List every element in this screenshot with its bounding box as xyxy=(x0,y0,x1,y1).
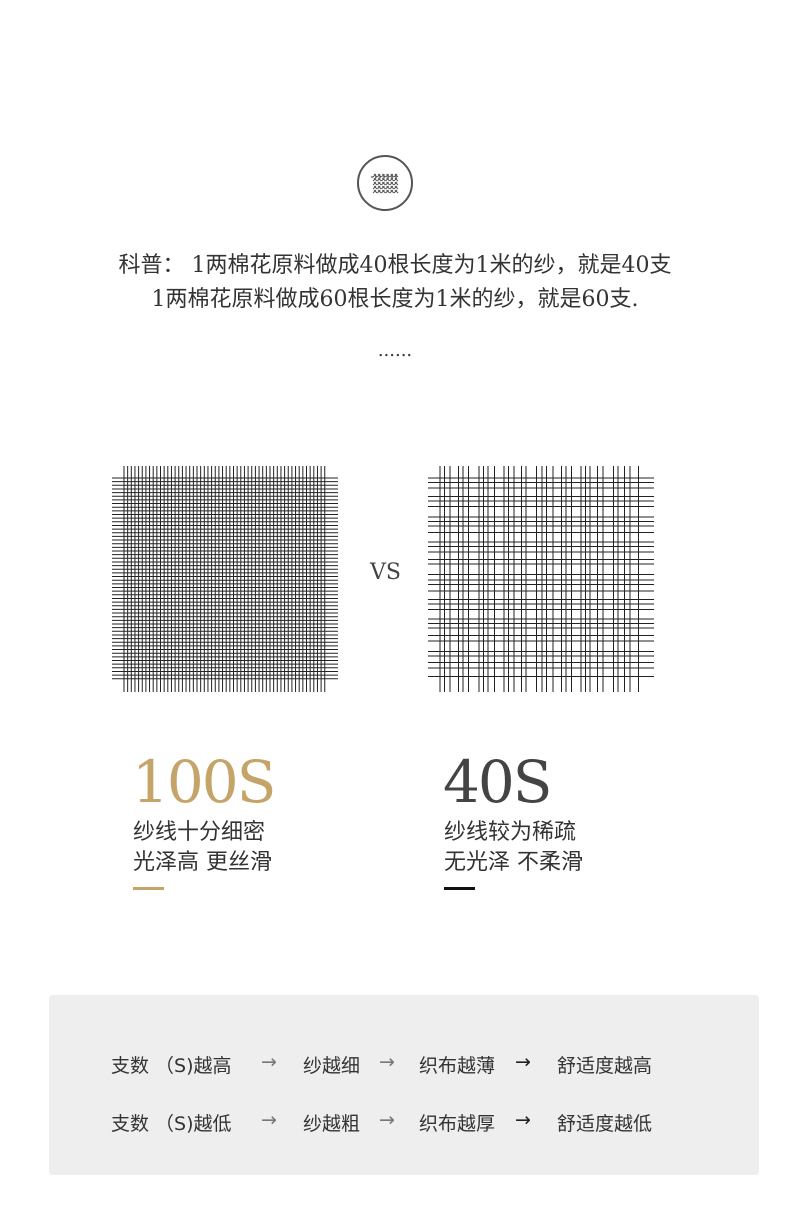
comfort-low: 舒适度越低 xyxy=(557,1113,653,1135)
desc-40s-line1: 纱线较为稀疏 xyxy=(444,820,577,845)
fine-weave-grid xyxy=(112,466,338,692)
intro-line-2: 1两棉花原料做成60根长度为1米的纱，就是60支. xyxy=(151,287,639,312)
count-high: 支数 （S)越高 xyxy=(111,1055,232,1077)
arrow-icon: → xyxy=(515,1051,531,1073)
desc-100s-line1: 纱线十分细密 xyxy=(133,820,266,845)
accent-bar-40s xyxy=(444,887,475,890)
arrow-icon: → xyxy=(379,1109,395,1131)
desc-100s-line2: 光泽高 更丝滑 xyxy=(133,850,272,875)
woven-fabric-icon xyxy=(357,155,413,211)
yarn-thin: 纱越细 xyxy=(303,1055,361,1077)
fabric-thick: 织布越厚 xyxy=(419,1113,496,1135)
yarn-thick: 纱越粗 xyxy=(303,1113,361,1135)
desc-40s-line2: 无光泽 不柔滑 xyxy=(444,850,583,875)
accent-bar-100s xyxy=(133,887,164,890)
arrow-icon: → xyxy=(379,1051,395,1073)
arrow-icon: → xyxy=(515,1109,531,1131)
vs-label: VS xyxy=(370,560,401,585)
ellipsis: ...... xyxy=(377,340,413,361)
coarse-weave-grid xyxy=(428,466,654,692)
count-low: 支数 （S)越低 xyxy=(111,1113,232,1135)
title-100s: 100S xyxy=(132,748,276,816)
arrow-icon: → xyxy=(261,1051,277,1073)
fabric-thin: 织布越薄 xyxy=(419,1055,496,1077)
summary-panel: 支数 （S)越高 → 纱越细 → 织布越薄 → 舒适度越高 支数 （S)越低 →… xyxy=(49,995,759,1175)
comfort-high: 舒适度越高 xyxy=(557,1055,653,1077)
arrow-icon: → xyxy=(261,1109,277,1131)
title-40s: 40S xyxy=(443,748,553,816)
intro-line-1: 科普： 1两棉花原料做成40根长度为1米的纱，就是40支 xyxy=(118,253,672,278)
